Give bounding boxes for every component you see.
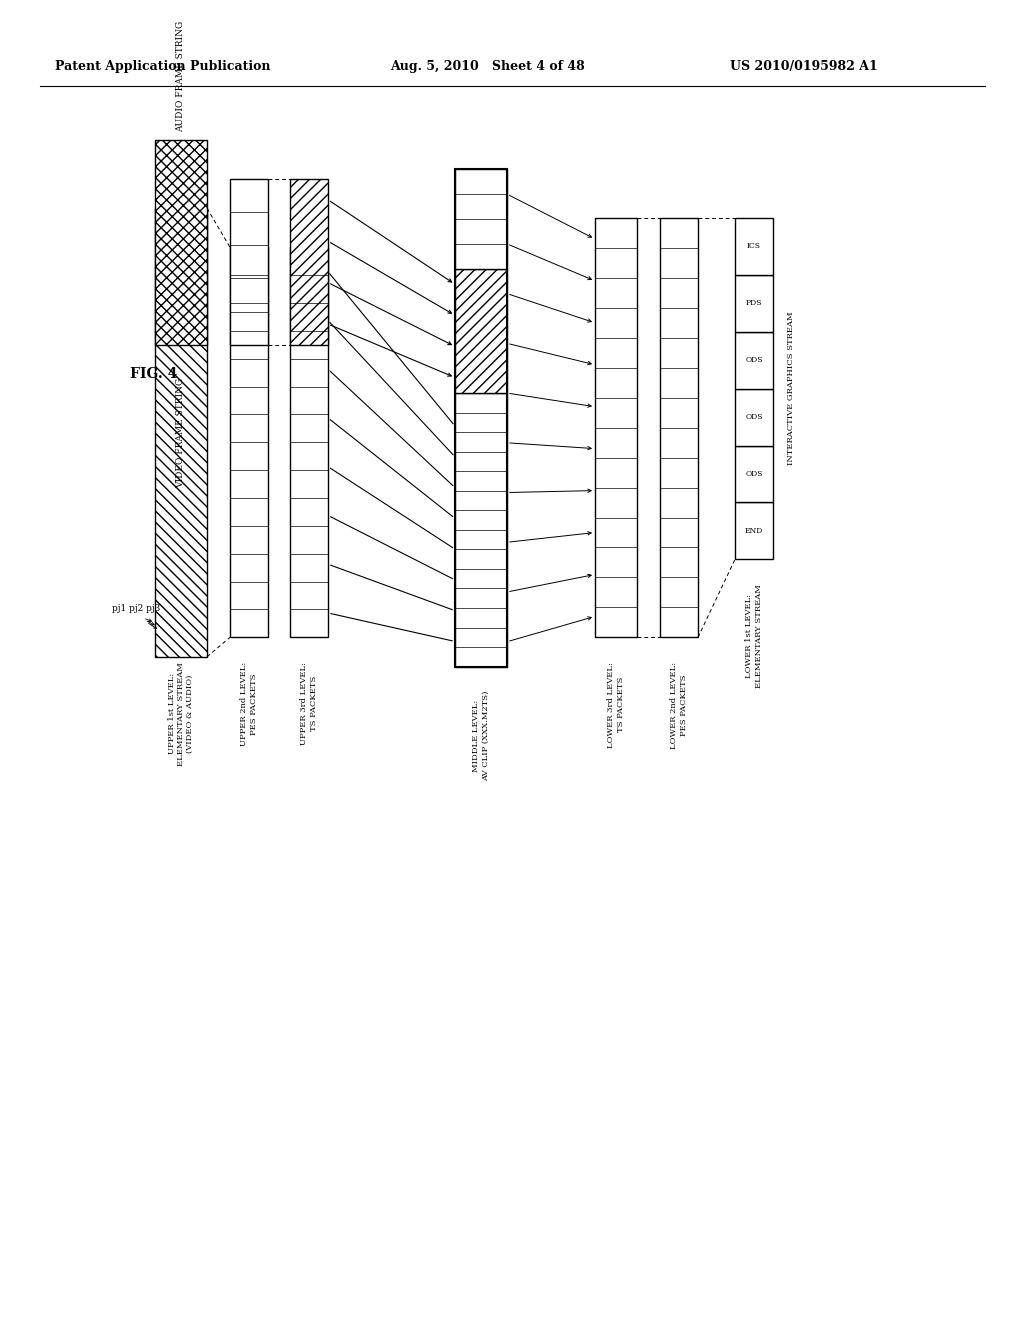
Bar bbox=[230, 247, 268, 638]
Text: AUDIO FRAME STRING: AUDIO FRAME STRING bbox=[176, 21, 185, 132]
Bar bbox=[735, 331, 773, 388]
Bar bbox=[455, 269, 507, 393]
Text: Aug. 5, 2010   Sheet 4 of 48: Aug. 5, 2010 Sheet 4 of 48 bbox=[390, 61, 585, 74]
Bar bbox=[290, 247, 328, 638]
Text: ODS: ODS bbox=[745, 413, 763, 421]
Bar bbox=[735, 503, 773, 560]
Bar bbox=[735, 218, 773, 275]
Text: LOWER 2nd LEVEL:
PES PACKETS: LOWER 2nd LEVEL: PES PACKETS bbox=[671, 661, 687, 748]
Text: FIG. 4: FIG. 4 bbox=[130, 367, 177, 381]
Text: Patent Application Publication: Patent Application Publication bbox=[55, 61, 270, 74]
Bar bbox=[735, 275, 773, 331]
Text: pj1 pj2 pj3: pj1 pj2 pj3 bbox=[112, 603, 160, 612]
Text: PDS: PDS bbox=[745, 300, 762, 308]
Bar bbox=[595, 218, 637, 638]
Bar bbox=[735, 388, 773, 446]
Text: UPPER 2nd LEVEL:
PES PACKETS: UPPER 2nd LEVEL: PES PACKETS bbox=[241, 661, 258, 746]
Bar bbox=[455, 393, 507, 667]
Text: LOWER 3rd LEVEL:
TS PACKETS: LOWER 3rd LEVEL: TS PACKETS bbox=[607, 661, 625, 747]
Bar bbox=[735, 446, 773, 503]
Bar bbox=[230, 180, 268, 345]
Text: INTERACTIVE GRAPHICS STREAM: INTERACTIVE GRAPHICS STREAM bbox=[787, 312, 795, 466]
Text: ICS: ICS bbox=[746, 243, 761, 251]
Text: ODS: ODS bbox=[745, 470, 763, 478]
Text: UPPER 1st LEVEL:
ELEMENTARY STREAM
(VIDEO & AUDIO): UPPER 1st LEVEL: ELEMENTARY STREAM (VIDE… bbox=[168, 661, 195, 766]
Bar bbox=[660, 218, 698, 638]
Text: END: END bbox=[744, 527, 763, 535]
Bar bbox=[455, 169, 507, 269]
Text: VIDEO FRAME STRING: VIDEO FRAME STRING bbox=[176, 378, 185, 487]
Bar bbox=[455, 169, 507, 667]
Text: UPPER 3rd LEVEL:
TS PACKETS: UPPER 3rd LEVEL: TS PACKETS bbox=[300, 661, 317, 744]
Bar bbox=[290, 180, 328, 345]
Text: MIDDLE LEVEL:
AV CLIP (XXX.M2TS): MIDDLE LEVEL: AV CLIP (XXX.M2TS) bbox=[472, 690, 489, 781]
Text: ODS: ODS bbox=[745, 356, 763, 364]
Bar bbox=[155, 209, 207, 657]
Text: US 2010/0195982 A1: US 2010/0195982 A1 bbox=[730, 61, 878, 74]
Text: LOWER 1st LEVEL:
ELEMENTARY STREAM: LOWER 1st LEVEL: ELEMENTARY STREAM bbox=[745, 583, 763, 688]
Bar bbox=[155, 140, 207, 345]
